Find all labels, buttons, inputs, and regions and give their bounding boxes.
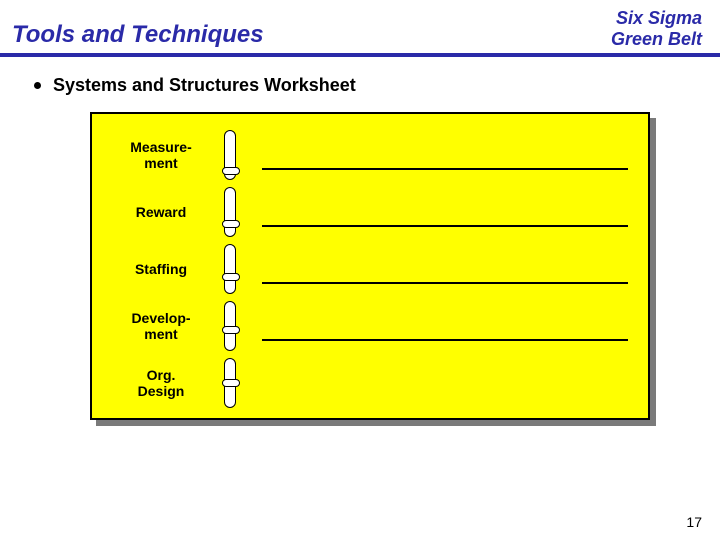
slider (216, 183, 244, 240)
slider-track (224, 358, 236, 408)
slider-track (224, 301, 236, 351)
worksheet-row: Develop- ment (106, 297, 628, 354)
row-label: Develop- ment (106, 310, 216, 342)
slider-thumb (222, 220, 240, 228)
worksheet-row: Org. Design (106, 354, 628, 411)
worksheet-row: Measure- ment (106, 126, 628, 183)
worksheet-container: Measure- ment Reward Staffing Develop- ment… (90, 112, 650, 420)
header-title-right: Six Sigma Green Belt (611, 8, 702, 49)
row-label: Measure- ment (106, 139, 216, 171)
bullet-text: Systems and Structures Worksheet (53, 75, 356, 96)
slider-track (224, 130, 236, 180)
worksheet-row: Staffing (106, 240, 628, 297)
header-title-right-line1: Six Sigma (611, 8, 702, 29)
worksheet-panel: Measure- ment Reward Staffing Develop- ment… (90, 112, 650, 420)
header-title-left: Tools and Techniques (12, 21, 264, 49)
slider-thumb (222, 379, 240, 387)
blank-write-line (262, 282, 628, 284)
slide-header: Tools and Techniques Six Sigma Green Bel… (0, 0, 720, 57)
slider (216, 126, 244, 183)
slider-thumb (222, 273, 240, 281)
worksheet-row: Reward (106, 183, 628, 240)
row-label: Reward (106, 204, 216, 220)
page-number: 17 (686, 514, 702, 530)
bullet-item: Systems and Structures Worksheet (30, 75, 690, 96)
bullet-dot-icon (34, 82, 41, 89)
slider-thumb (222, 167, 240, 175)
row-label: Org. Design (106, 367, 216, 399)
blank-write-line (262, 339, 628, 341)
blank-write-line (262, 225, 628, 227)
slide-content: Systems and Structures Worksheet Measure… (0, 57, 720, 420)
slider (216, 297, 244, 354)
slider-track (224, 244, 236, 294)
header-title-right-line2: Green Belt (611, 29, 702, 50)
slider-thumb (222, 326, 240, 334)
slider (216, 240, 244, 297)
row-label: Staffing (106, 261, 216, 277)
slider (216, 354, 244, 411)
slider-track (224, 187, 236, 237)
blank-write-line (262, 168, 628, 170)
